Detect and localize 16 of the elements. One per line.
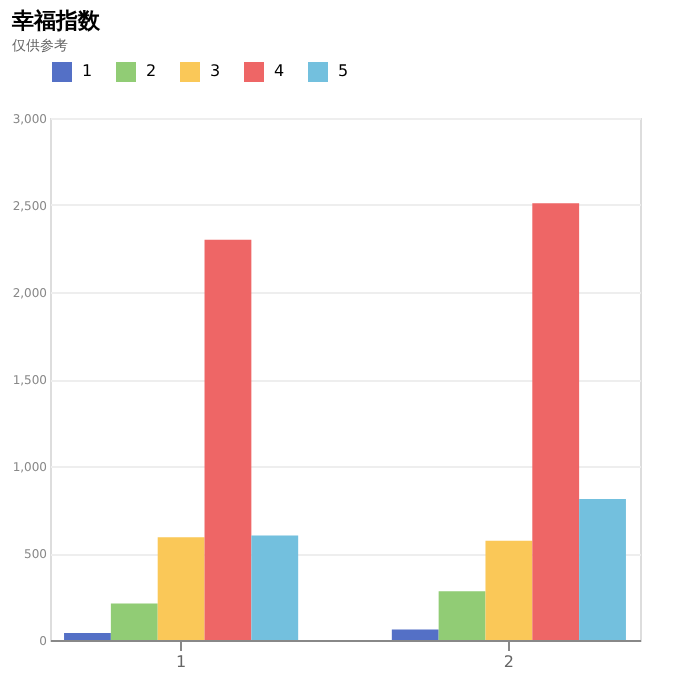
legend-label: 3 — [210, 62, 221, 80]
bar — [391, 629, 439, 640]
bar — [110, 603, 158, 640]
bar — [485, 540, 533, 640]
chart-title: 幸福指数 — [9, 8, 102, 34]
bar — [579, 499, 626, 640]
legend-label: 4 — [274, 62, 285, 80]
legend-label: 1 — [82, 62, 93, 80]
bar — [204, 239, 252, 640]
bar — [64, 633, 111, 640]
bar — [532, 203, 580, 640]
legend-label: 5 — [338, 62, 349, 80]
legend-label: 2 — [146, 62, 157, 80]
bar — [157, 537, 205, 640]
bar — [438, 591, 486, 640]
bar — [251, 535, 299, 640]
